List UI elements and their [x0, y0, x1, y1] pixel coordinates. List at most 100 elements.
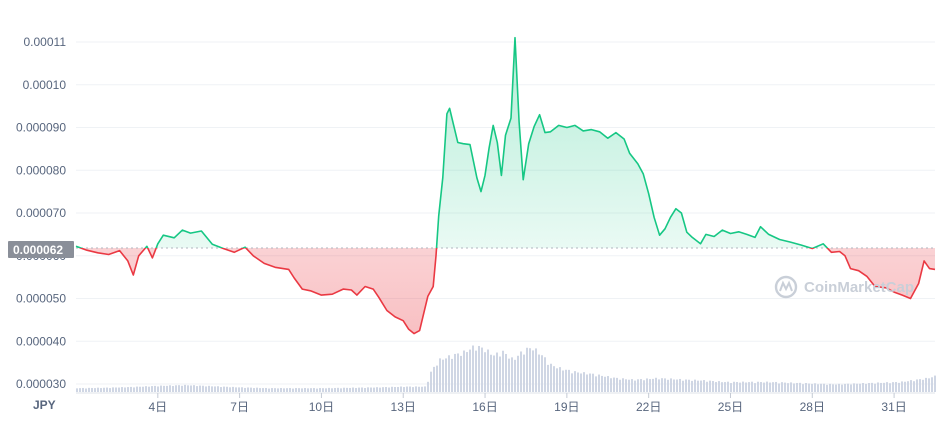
- volume-bar: [184, 384, 186, 392]
- volume-bar: [262, 388, 264, 392]
- volume-bar: [316, 388, 318, 392]
- volume-bar: [904, 381, 906, 392]
- volume-bar: [877, 382, 879, 392]
- y-tick-label: 0.000030: [16, 377, 66, 391]
- volume-bar: [676, 379, 678, 392]
- y-tick-label: 0.00011: [24, 35, 67, 49]
- volume-bar: [427, 381, 429, 392]
- volume-bar: [505, 353, 507, 392]
- volume-bar: [736, 381, 738, 392]
- volume-bar: [874, 383, 876, 392]
- volume-bar: [772, 382, 774, 392]
- volume-bar: [472, 345, 474, 392]
- volume-bar: [256, 387, 258, 392]
- volume-bar: [307, 388, 309, 392]
- volume-bar: [151, 386, 153, 392]
- volume-bar: [907, 381, 909, 392]
- volume-bar: [397, 386, 399, 392]
- volume-bar: [424, 386, 426, 392]
- volume-bar: [82, 387, 84, 392]
- volume-bar: [724, 382, 726, 392]
- x-tick-label: 13日: [391, 400, 416, 414]
- volume-bar: [277, 388, 279, 392]
- volume-bar: [340, 388, 342, 392]
- volume-bar: [697, 380, 699, 392]
- volume-bar: [778, 383, 780, 392]
- volume-bar: [382, 387, 384, 392]
- volume-bar: [235, 387, 237, 392]
- volume-bar: [913, 381, 915, 392]
- volume-bar: [835, 384, 837, 392]
- volume-bar: [889, 383, 891, 392]
- volume-bar: [358, 387, 360, 392]
- volume-bar: [616, 377, 618, 392]
- volume-bar: [202, 385, 204, 392]
- volume-bar: [169, 385, 171, 392]
- volume-bar: [160, 385, 162, 392]
- volume-bar: [583, 372, 585, 392]
- volume-bar: [805, 383, 807, 392]
- volume-bar: [304, 388, 306, 392]
- volume-bar: [934, 375, 936, 392]
- volume-bar: [490, 354, 492, 392]
- volume-bar: [739, 382, 741, 392]
- volume-bar: [493, 355, 495, 392]
- volume-bar: [247, 387, 249, 392]
- volume-bar: [286, 388, 288, 392]
- volume-bar: [568, 369, 570, 392]
- volume-bar: [793, 383, 795, 392]
- volume-bar: [214, 386, 216, 392]
- volume-bar: [94, 388, 96, 392]
- volume-bar: [217, 386, 219, 392]
- volume-bar: [811, 383, 813, 392]
- volume-bar: [916, 379, 918, 392]
- volume-bar: [802, 384, 804, 392]
- area-fill-down: [76, 248, 935, 334]
- volume-bar: [571, 373, 573, 392]
- current-price-label: 0.000062: [13, 243, 63, 257]
- volume-bar: [466, 352, 468, 392]
- volume-bar: [670, 378, 672, 392]
- volume-bar: [544, 357, 546, 392]
- volume-bar: [91, 387, 93, 392]
- volume-bar: [496, 352, 498, 392]
- volume-bar: [523, 354, 525, 392]
- price-area-fill: [76, 37, 935, 334]
- volume-bar: [703, 380, 705, 392]
- volume-bar: [604, 376, 606, 392]
- volume-bar: [346, 387, 348, 392]
- volume-bar: [748, 382, 750, 392]
- volume-bar: [862, 382, 864, 392]
- volume-bar: [718, 381, 720, 392]
- y-tick-label: 0.000050: [16, 292, 66, 306]
- volume-bar: [688, 379, 690, 392]
- volume-bar: [406, 386, 408, 392]
- volume-bar: [607, 376, 609, 392]
- volume-bar: [79, 388, 81, 392]
- volume-bar: [655, 377, 657, 392]
- volume-bar: [433, 366, 435, 392]
- volume-bar: [679, 378, 681, 392]
- volume-bar: [259, 388, 261, 392]
- volume-bar: [625, 379, 627, 392]
- volume-bar: [769, 382, 771, 392]
- volume-bar: [829, 383, 831, 392]
- volume-bar: [388, 387, 390, 392]
- volume-bar: [325, 388, 327, 392]
- volume-bar: [100, 388, 102, 392]
- volume-bar: [508, 358, 510, 392]
- x-tick-label: 19日: [554, 400, 579, 414]
- volume-bar: [127, 387, 129, 392]
- volume-bar: [661, 378, 663, 392]
- volume-bar: [796, 382, 798, 392]
- volume-bar: [97, 387, 99, 392]
- volume-bar: [553, 366, 555, 392]
- volume-bar: [766, 381, 768, 392]
- volume-bar: [154, 385, 156, 392]
- volume-bar: [409, 386, 411, 392]
- y-tick-label: 0.000080: [16, 163, 66, 177]
- volume-bar: [646, 378, 648, 392]
- volume-bar: [271, 388, 273, 392]
- x-tick-label: 31日: [881, 400, 906, 414]
- volume-bar: [322, 388, 324, 392]
